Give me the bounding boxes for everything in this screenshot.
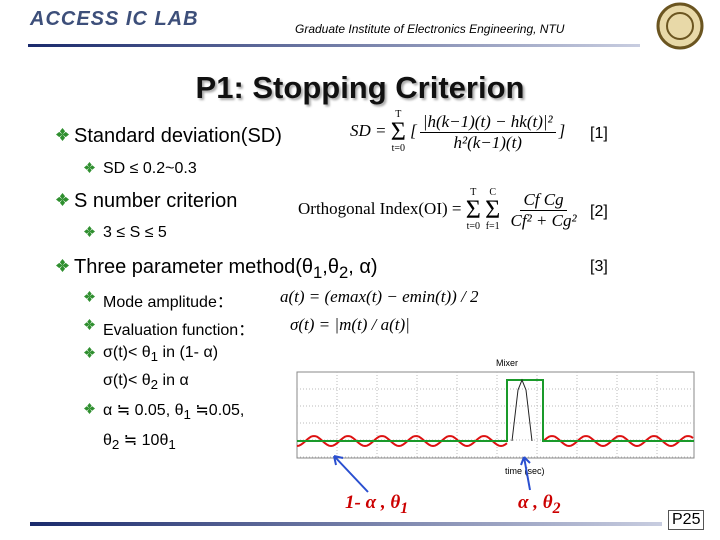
text-part: σ(t)< θ — [103, 372, 151, 389]
page-number: P25 — [668, 510, 705, 530]
subscript: 1 — [183, 407, 191, 423]
formula-part: |h(k−1)(t) − hk(t)|² — [419, 112, 556, 133]
sub-item: α ≒ 0.05, θ1 ≒0.05, — [103, 400, 244, 422]
logo — [656, 2, 704, 50]
formula-part: T — [395, 109, 402, 120]
bullet — [84, 162, 95, 173]
bullet — [84, 319, 95, 330]
subscript: 1 — [168, 437, 176, 453]
formula-part: Σ — [390, 117, 406, 146]
bullet-text: S number criterion — [74, 190, 238, 212]
formula-part: t=0 — [466, 221, 481, 232]
text-part: α ≒ 0.05, θ — [103, 402, 184, 419]
arrow — [520, 456, 531, 491]
figure-title: Mixer — [496, 358, 518, 368]
bullet — [84, 291, 95, 302]
sub-item: σ(t)< θ2 in α — [103, 372, 189, 392]
subscript: 2 — [111, 437, 120, 453]
lab-name: ACCESS IC LAB — [30, 8, 199, 30]
bullet — [56, 193, 69, 206]
formula: σ(t) = |m(t) / a(t)| — [290, 315, 410, 334]
bullet — [56, 259, 69, 272]
subscript: 1 — [313, 263, 323, 282]
sub-item: θ2 ≒ 10θ1 — [103, 430, 176, 452]
text-part: α , θ — [518, 492, 553, 513]
sub-item: 3 ≤ S ≤ 5 — [103, 224, 167, 241]
annotation: α , θ2 — [518, 492, 561, 518]
reference: [3] — [590, 258, 608, 275]
footer-rule — [30, 522, 662, 526]
text-part: , α) — [348, 256, 378, 278]
subscript: 1 — [400, 499, 409, 517]
sub-item: SD ≤ 0.2~0.3 — [103, 160, 197, 177]
bullet — [84, 347, 95, 358]
text-part: in α — [158, 372, 189, 389]
subscript: 2 — [552, 499, 561, 517]
green-window — [297, 379, 694, 442]
formula-part: Σ — [485, 195, 501, 224]
arrow — [333, 455, 369, 493]
text-part: θ — [103, 432, 112, 449]
text-part: ≒0.05, — [190, 402, 245, 419]
bullet — [84, 226, 95, 237]
figure: Mixer time (sec) — [296, 358, 695, 493]
formula: a(t) = (emax(t) − emin(t)) / 2 — [280, 287, 479, 306]
black-signal — [511, 378, 533, 442]
formula-part: T — [470, 187, 477, 198]
slide-title: P1: Stopping Criterion — [195, 70, 525, 105]
x-label: time (sec) — [505, 466, 545, 476]
bullet-text: Standard deviation(SD) — [74, 125, 282, 147]
fraction: |h(k−1)(t) − hk(t)|² h²(k−1)(t) — [419, 112, 556, 153]
sub-item: Mode amplitude： — [103, 294, 233, 311]
reference: [2] — [590, 203, 608, 220]
text-part: 1- α , θ — [345, 492, 401, 513]
institute: Graduate Institute of Electronics Engine… — [295, 22, 565, 36]
bullet-text: Three parameter method(θ1,θ2, α) — [74, 256, 378, 283]
header-rule — [28, 44, 640, 47]
formula-part: Orthogonal Index(OI) = — [298, 198, 462, 218]
formula-part: Σ — [465, 195, 481, 224]
subscript: 2 — [338, 263, 349, 282]
red-signal — [296, 435, 694, 448]
text-part: in (1- α) — [158, 344, 219, 361]
text-part: σ(t)< θ — [103, 344, 151, 361]
annotation: 1- α , θ1 — [345, 492, 408, 518]
formula-part: C — [489, 187, 497, 198]
fraction: Cf Cg Cf² + Cg² — [508, 190, 580, 231]
sub-item: σ(t)< θ1 in (1- α) — [103, 344, 218, 364]
formula-part: Cf Cg — [520, 190, 567, 211]
bullet — [56, 128, 69, 141]
formula-part: t=0 — [391, 143, 406, 154]
formula-part: h²(k−1)(t) — [453, 132, 522, 152]
formula-part: SD = — [350, 120, 387, 140]
logo-ring — [666, 12, 694, 40]
text-part: Three parameter method(θ — [74, 256, 314, 278]
text-part: ,θ — [322, 256, 339, 278]
bullet — [84, 403, 95, 414]
subscript: 1 — [150, 349, 159, 365]
formula-part: Cf² + Cg² — [510, 210, 577, 230]
sub-item: Evaluation function： — [103, 322, 255, 339]
reference: [1] — [590, 125, 608, 142]
subscript: 2 — [150, 377, 159, 393]
text-part: ≒ 10θ — [119, 432, 169, 449]
formula-part: f=1 — [485, 221, 500, 232]
